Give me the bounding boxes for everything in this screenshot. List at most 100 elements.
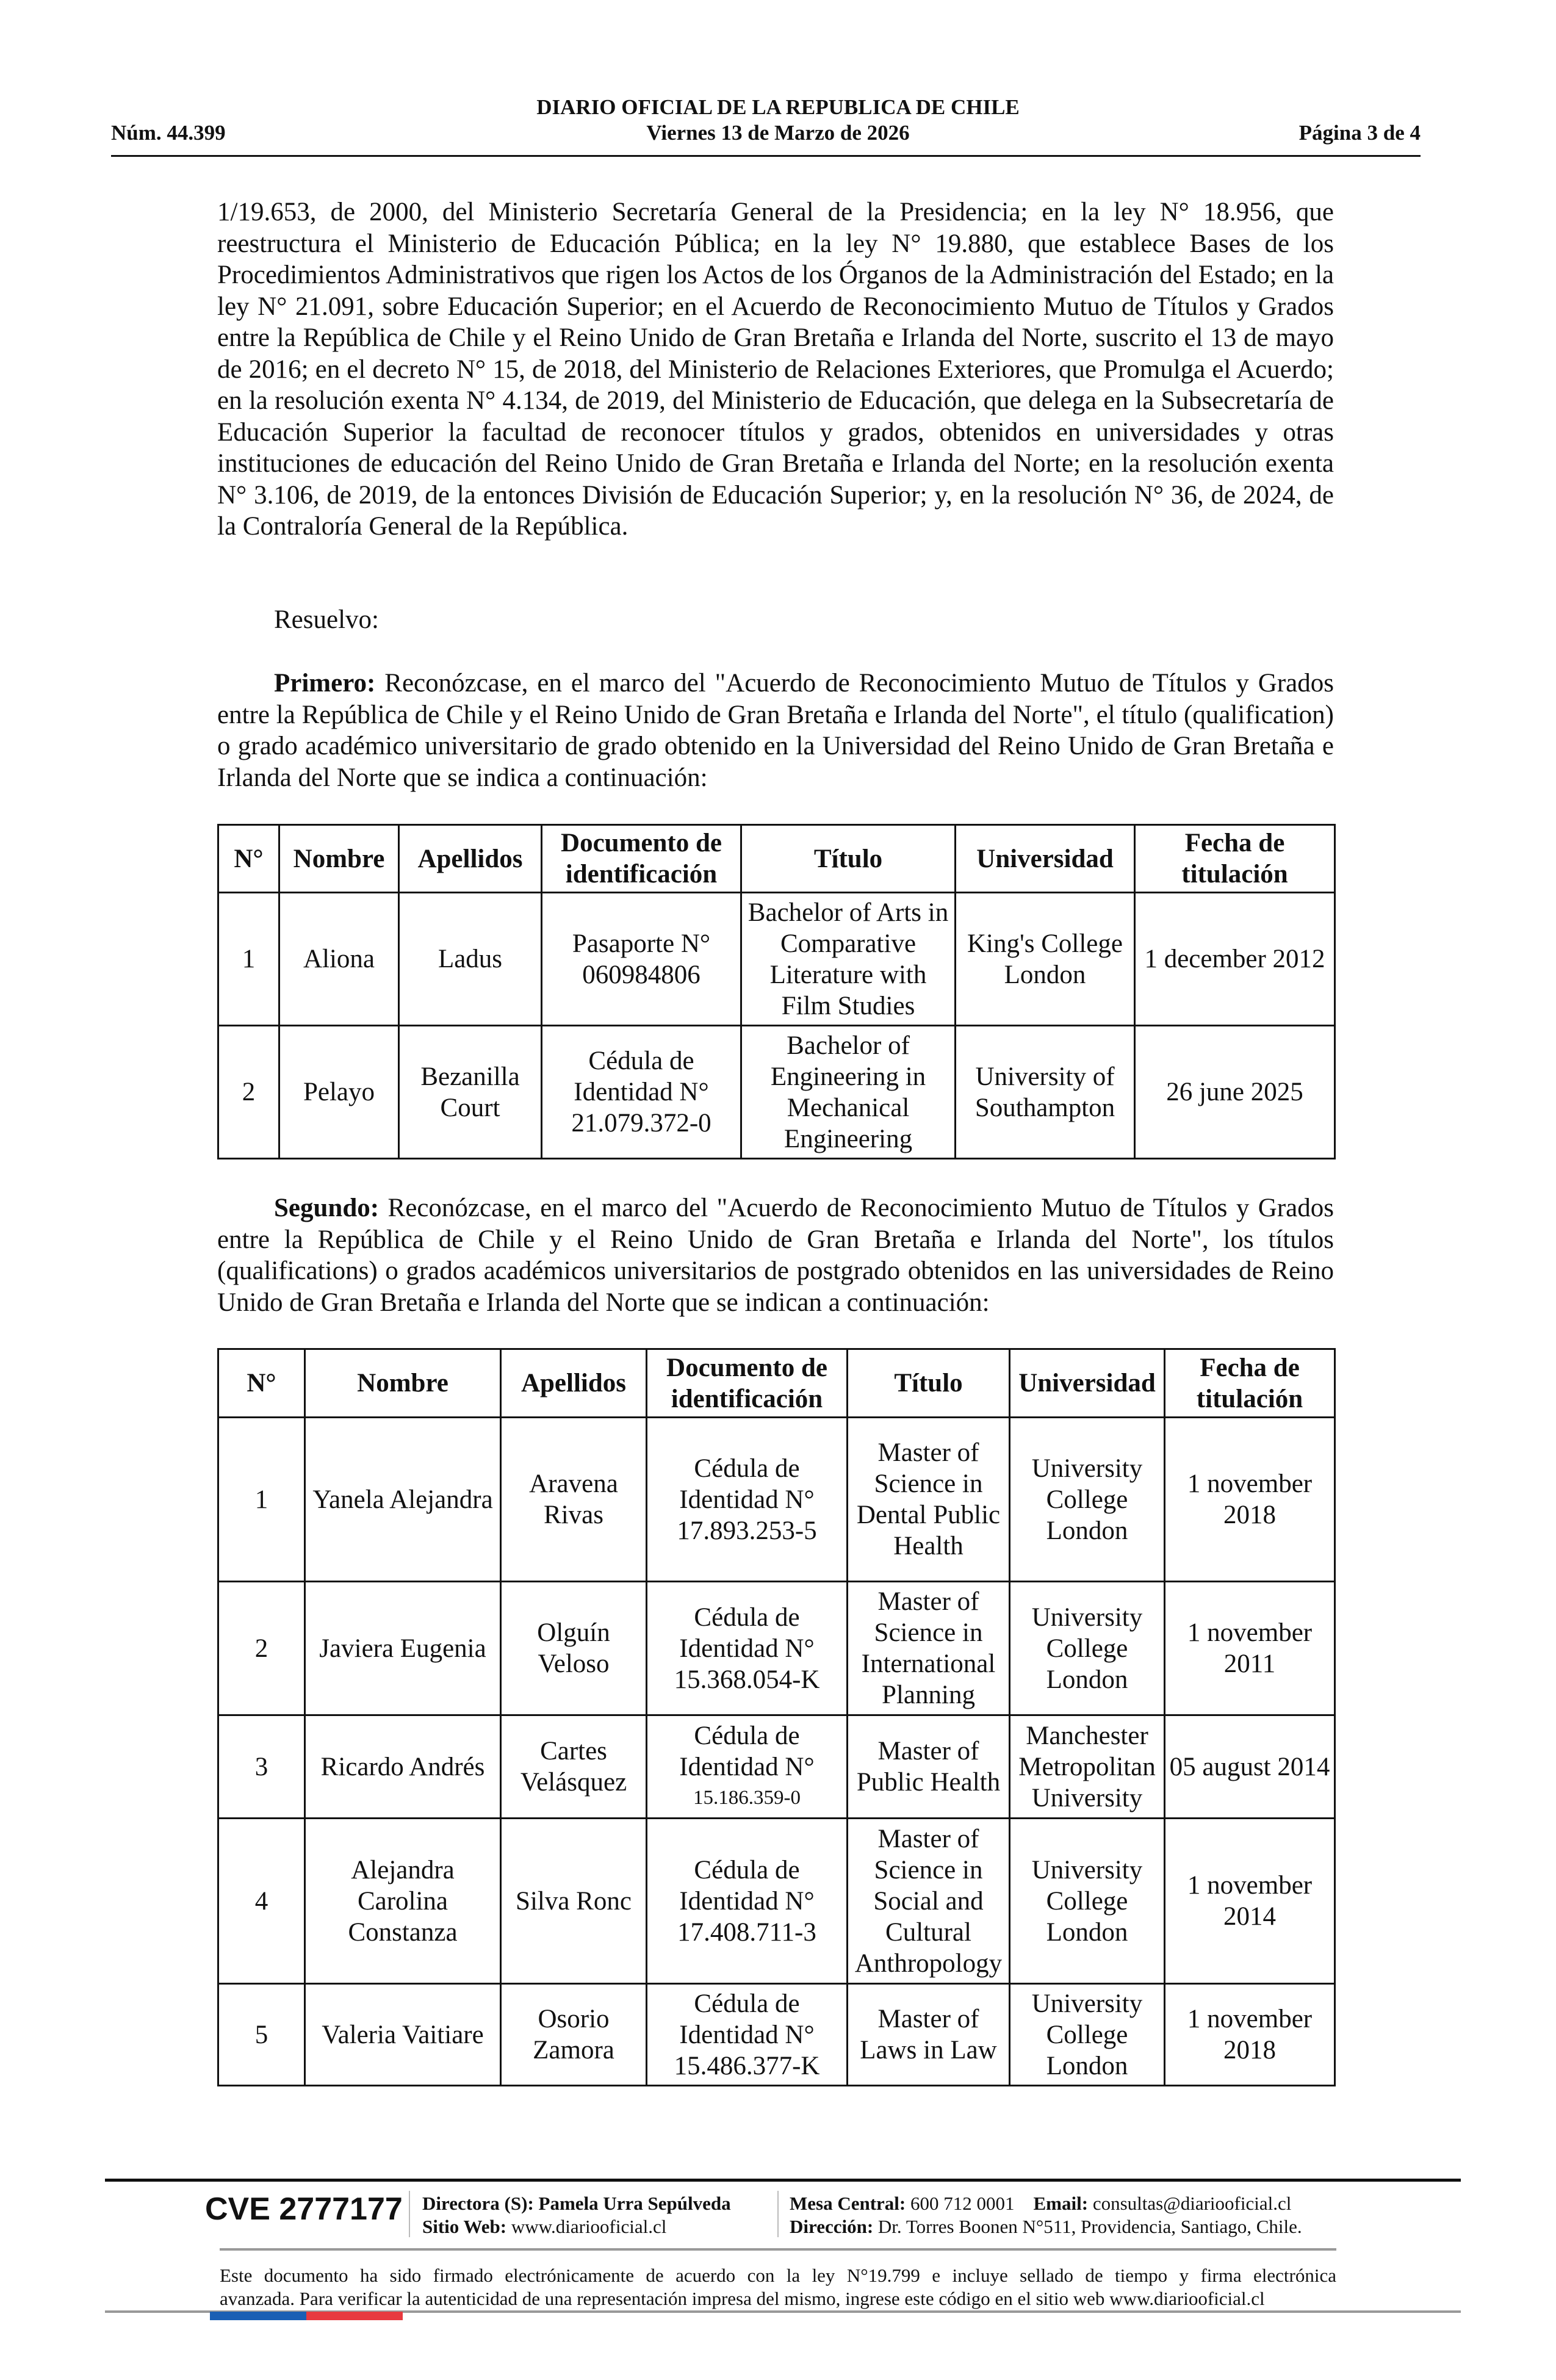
cell-text: King's College London	[967, 929, 1123, 989]
cell-text: Bachelor of Arts in Comparative Literatu…	[747, 898, 949, 1020]
cell-numero: 2	[217, 1581, 306, 1716]
flag-stripe-red	[306, 2312, 403, 2320]
cell-nombre: Aliona	[278, 892, 400, 1026]
cell-apellidos: Olguín Veloso	[500, 1581, 647, 1716]
cell-text: Cédula de Identidad N° 15.368.054-K	[674, 1603, 820, 1694]
cell-text: Master of Laws in Law	[860, 2005, 997, 2064]
email-link[interactable]: consultas@diariooficial.cl	[1092, 2193, 1292, 2214]
cell-text: University College London	[1031, 1855, 1143, 1947]
header-titulo: Título	[846, 1348, 1010, 1418]
cell-documento: Cédula de Identidad N° 17.408.711-3	[646, 1817, 848, 1985]
cell-text: Bezanilla Court	[420, 1062, 520, 1122]
header-universidad: Universidad	[954, 824, 1136, 893]
footer-separator	[409, 2191, 410, 2237]
table-segundo: N° Nombre Apellidos Documento de identifica…	[217, 1348, 1336, 2086]
cell-text: 1 december 2012	[1144, 945, 1325, 973]
cell-titulo: Master of Laws in Law	[846, 1983, 1010, 2086]
segundo-text: Reconózcase, en el marco del "Acuerdo de…	[217, 1194, 1334, 1317]
cell-documento: Cédula de Identidad N° 15.368.054-K	[646, 1581, 848, 1716]
cell-nombre: Pelayo	[278, 1025, 400, 1159]
cell-nombre: Valeria Vaitiare	[304, 1983, 502, 2086]
issue-number: Núm. 44.399	[111, 121, 226, 145]
header-documento: Documento de identificación	[646, 1348, 848, 1418]
cell-universidad: University College London	[1009, 1817, 1165, 1985]
cell-text: 5	[254, 2020, 268, 2049]
email-label: Email:	[1033, 2193, 1089, 2214]
cell-fecha: 26 june 2025	[1134, 1025, 1336, 1159]
cell-text: Olguín Veloso	[537, 1618, 610, 1678]
cell-text: Cédula de Identidad N° 21.079.372-0	[571, 1047, 711, 1138]
cell-text: Osorio Zamora	[533, 2005, 614, 2064]
cell-universidad: University College London	[1009, 1983, 1165, 2086]
cell-titulo: Master of Science in International Plann…	[846, 1581, 1010, 1716]
cell-text: Pelayo	[303, 1078, 375, 1106]
segundo-paragraph: Segundo: Reconózcase, en el marco del "A…	[217, 1192, 1334, 1318]
table-header-row: N° Nombre Apellidos Documento de identifica…	[217, 824, 1336, 893]
cell-text: 1 november 2018	[1187, 1469, 1313, 1529]
table-row: 1 Yanela Alejandra Aravena Rivas Cédula de …	[217, 1416, 1336, 1582]
cell-text: Master of Public Health	[856, 1737, 1001, 1797]
cell-documento: Cédula de Identidad N° 17.893.253-5	[646, 1416, 848, 1582]
table-primero: N° Nombre Apellidos Documento de identifica…	[217, 824, 1336, 1159]
web-link[interactable]: www.diariooficial.cl	[511, 2216, 667, 2237]
cell-text: Aliona	[303, 945, 375, 973]
cell-nombre: Ricardo Andrés	[304, 1714, 502, 1819]
header-numero: N°	[217, 1348, 306, 1418]
cell-universidad: University College London	[1009, 1581, 1165, 1716]
cell-id-number: 15.186.359-0	[693, 1786, 801, 1809]
cell-numero: 5	[217, 1983, 306, 2086]
cell-fecha: 1 november 2018	[1164, 1416, 1336, 1582]
cell-text: Master of Science in Social and Cultural…	[854, 1824, 1003, 1978]
table-row: 3 Ricardo Andrés Cartes Velásquez Cédula de…	[217, 1714, 1336, 1819]
intro-paragraph: 1/19.653, de 2000, del Ministerio Secret…	[217, 198, 1334, 541]
cell-text: Silva Ronc	[516, 1886, 632, 1916]
cell-fecha: 1 november 2014	[1164, 1817, 1336, 1985]
cell-text: 1 november 2018	[1187, 2005, 1313, 2064]
cell-text: 26 june 2025	[1166, 1078, 1303, 1106]
header-universidad: Universidad	[1009, 1348, 1165, 1418]
header-documento: Documento de identificación	[541, 824, 742, 893]
footer-contact-left: Directora (S): Pamela Urra Sepúlveda Sit…	[422, 2192, 731, 2238]
cell-titulo: Bachelor of Engineering in Mechanical En…	[740, 1025, 956, 1159]
cell-text: Yanela Alejandra	[312, 1485, 493, 1514]
cve-code: CVE 2777177	[205, 2191, 403, 2227]
cell-text: Ladus	[438, 945, 503, 973]
header-fecha: Fecha de titulación	[1164, 1348, 1336, 1418]
table-header-row: N° Nombre Apellidos Documento de identifica…	[217, 1348, 1336, 1418]
cell-numero: 4	[217, 1817, 306, 1985]
primero-text: Reconózcase, en el marco del "Acuerdo de…	[217, 669, 1334, 792]
cell-universidad: University College London	[1009, 1416, 1165, 1582]
web-label: Sitio Web:	[422, 2216, 507, 2237]
mesa-label: Mesa Central:	[790, 2193, 906, 2214]
directora-label: Directora (S):	[422, 2193, 534, 2214]
cell-text: 1 november 2014	[1187, 1871, 1313, 1931]
table-row: 5 Valeria Vaitiare Osorio Zamora Cédula de …	[217, 1983, 1336, 2086]
primero-label: Primero:	[274, 669, 376, 698]
mesa-phone: 600 712 0001	[910, 2193, 1015, 2214]
footer-divider	[105, 2179, 1461, 2182]
cell-text: Manchester Metropolitan University	[1018, 1721, 1156, 1812]
footer-divider-inner	[220, 2248, 1336, 2251]
directora-name: Pamela Urra Sepúlveda	[538, 2193, 731, 2214]
cell-text: 4	[254, 1886, 268, 1916]
signature-note-line2: avanzada. Para verificar la autenticidad…	[220, 2288, 1265, 2309]
cell-text: Valeria Vaitiare	[322, 2020, 484, 2049]
header-apellidos: Apellidos	[398, 824, 542, 893]
cell-text: Pasaporte N° 060984806	[572, 929, 711, 989]
cell-titulo: Master of Public Health	[846, 1714, 1010, 1819]
page-number: Página 3 de 4	[1298, 121, 1421, 145]
header-nombre: Nombre	[278, 824, 400, 893]
primero-paragraph: Primero: Reconózcase, en el marco del "A…	[217, 668, 1334, 793]
cell-apellidos: Aravena Rivas	[500, 1416, 647, 1582]
cell-apellidos: Bezanilla Court	[398, 1025, 542, 1159]
cell-universidad: King's College London	[954, 892, 1136, 1026]
footer-bottom-line	[105, 2310, 1461, 2313]
direccion-text: Dr. Torres Boonen N°511, Providencia, Sa…	[877, 2216, 1302, 2237]
cell-fecha: 1 december 2012	[1134, 892, 1336, 1026]
cell-apellidos: Ladus	[398, 892, 542, 1026]
cell-text: Javiera Eugenia	[319, 1634, 486, 1663]
cell-numero: 3	[217, 1714, 306, 1819]
cell-nombre: Javiera Eugenia	[304, 1581, 502, 1716]
cell-text: Aravena Rivas	[529, 1469, 618, 1529]
table-row: 1 Aliona Ladus Pasaporte N° 060984806 Bachel…	[217, 892, 1336, 1026]
